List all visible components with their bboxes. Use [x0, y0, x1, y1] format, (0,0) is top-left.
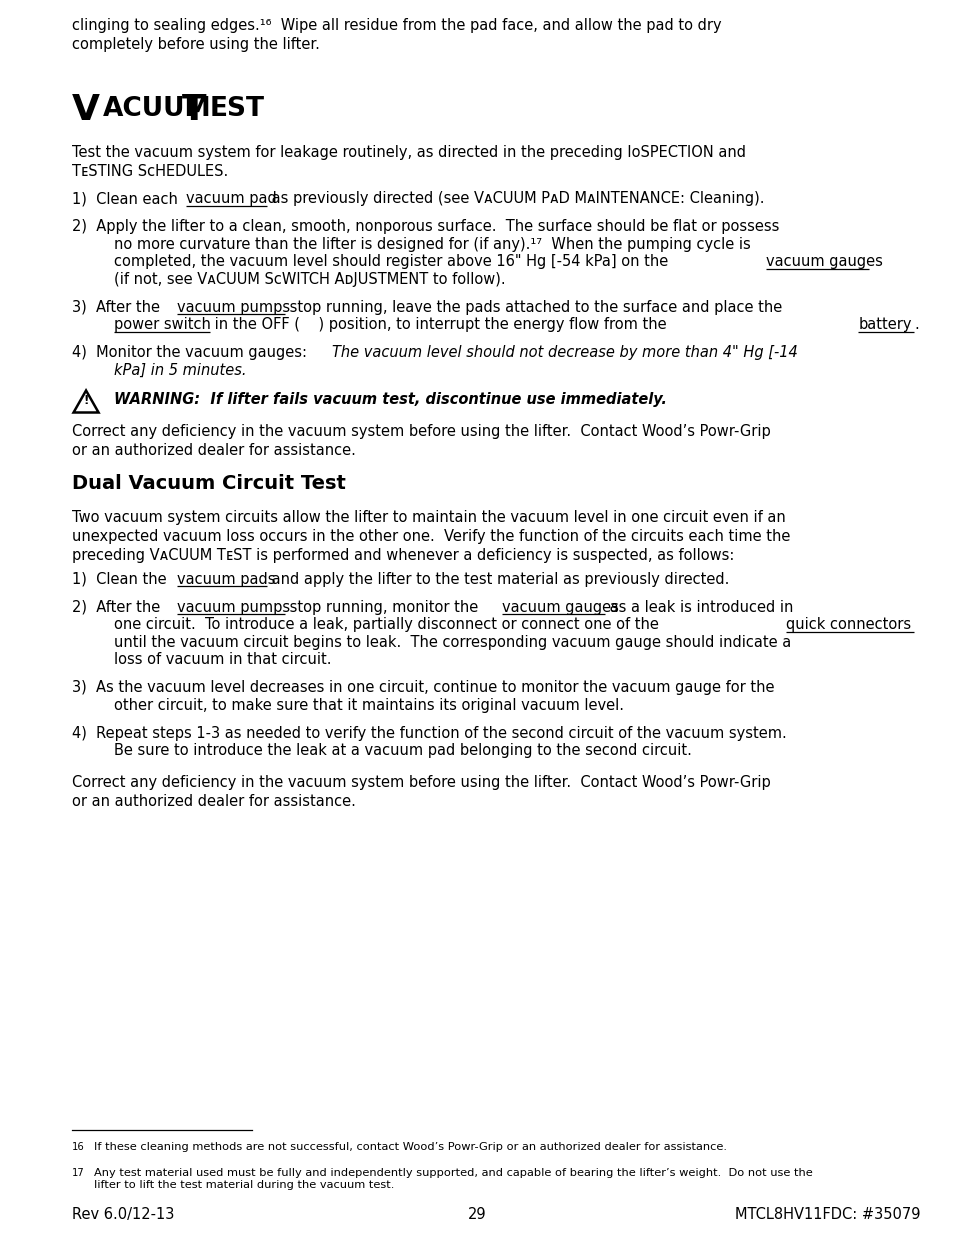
Text: T: T: [181, 93, 206, 127]
Text: vacuum gauges: vacuum gauges: [501, 599, 618, 615]
Text: 4)  Repeat steps 1-3 as needed to verify the function of the second circuit of t: 4) Repeat steps 1-3 as needed to verify …: [71, 725, 785, 741]
Text: vacuum gauges: vacuum gauges: [765, 254, 882, 269]
Text: WARNING:  If lifter fails vacuum test, discontinue use immediately.: WARNING: If lifter fails vacuum test, di…: [113, 391, 666, 408]
Text: The vacuum level should not decrease by more than 4" Hg [-14: The vacuum level should not decrease by …: [332, 345, 797, 359]
Text: one circuit.  To introduce a leak, partially disconnect or connect one of the: one circuit. To introduce a leak, partia…: [114, 618, 663, 632]
Text: Any test material used must be fully and independently supported, and capable of: Any test material used must be fully and…: [93, 1168, 811, 1191]
Text: 29: 29: [467, 1207, 486, 1221]
Text: 17: 17: [71, 1168, 84, 1178]
Text: loss of vacuum in that circuit.: loss of vacuum in that circuit.: [114, 652, 332, 667]
Text: Correct any deficiency in the vacuum system before using the lifter.  Contact Wo: Correct any deficiency in the vacuum sys…: [71, 776, 769, 809]
Text: quick connectors: quick connectors: [785, 618, 911, 632]
Text: V: V: [71, 93, 99, 127]
Text: 4)  Monitor the vacuum gauges:: 4) Monitor the vacuum gauges:: [71, 345, 315, 359]
Text: in the OFF (    ) position, to interrupt the energy flow from the: in the OFF ( ) position, to interrupt th…: [211, 317, 671, 332]
Text: stop running, monitor the: stop running, monitor the: [284, 599, 482, 615]
Text: Two vacuum system circuits allow the lifter to maintain the vacuum level in one : Two vacuum system circuits allow the lif…: [71, 510, 789, 563]
Text: Be sure to introduce the leak at a vacuum pad belonging to the second circuit.: Be sure to introduce the leak at a vacuu…: [114, 743, 692, 758]
Text: 16: 16: [71, 1142, 84, 1152]
Text: 3)  After the: 3) After the: [71, 300, 164, 315]
Text: 2)  Apply the lifter to a clean, smooth, nonporous surface.  The surface should : 2) Apply the lifter to a clean, smooth, …: [71, 219, 778, 233]
Text: vacuum pumps: vacuum pumps: [176, 599, 290, 615]
Text: 1)  Clean the: 1) Clean the: [71, 572, 171, 587]
Text: Correct any deficiency in the vacuum system before using the lifter.  Contact Wo: Correct any deficiency in the vacuum sys…: [71, 424, 769, 458]
Text: EST: EST: [210, 96, 264, 122]
Text: as previously directed (see VᴀCUUM PᴀD MᴀINTENANCE: Cleaning).: as previously directed (see VᴀCUUM PᴀD M…: [266, 191, 763, 206]
Text: vacuum pads: vacuum pads: [176, 572, 274, 587]
Text: clinging to sealing edges.¹⁶  Wipe all residue from the pad face, and allow the : clinging to sealing edges.¹⁶ Wipe all re…: [71, 19, 720, 52]
Text: ACUUM: ACUUM: [102, 96, 211, 122]
Text: stop running, leave the pads attached to the surface and place the: stop running, leave the pads attached to…: [284, 300, 781, 315]
Text: as a leak is introduced in: as a leak is introduced in: [604, 599, 792, 615]
Text: 3)  As the vacuum level decreases in one circuit, continue to monitor the vacuum: 3) As the vacuum level decreases in one …: [71, 680, 773, 695]
Text: until the vacuum circuit begins to leak.  The corresponding vacuum gauge should : until the vacuum circuit begins to leak.…: [114, 635, 791, 650]
Text: kPa] in 5 minutes.: kPa] in 5 minutes.: [114, 363, 247, 378]
Text: no more curvature than the lifter is designed for (if any).¹⁷  When the pumping : no more curvature than the lifter is des…: [114, 236, 750, 252]
Text: 1)  Clean each: 1) Clean each: [71, 191, 182, 206]
Text: and apply the lifter to the test material as previously directed.: and apply the lifter to the test materia…: [266, 572, 728, 587]
Text: completed, the vacuum level should register above 16" Hg [-54 kPa] on the: completed, the vacuum level should regis…: [114, 254, 673, 269]
Text: vacuum pumps: vacuum pumps: [176, 300, 290, 315]
Text: 2)  After the: 2) After the: [71, 599, 164, 615]
Text: If these cleaning methods are not successful, contact Wood’s Powr-Grip or an aut: If these cleaning methods are not succes…: [93, 1142, 726, 1152]
Text: Test the vacuum system for leakage routinely, as directed in the preceding IᴏSPE: Test the vacuum system for leakage routi…: [71, 144, 744, 179]
Text: MTCL8HV11FDC: #35079: MTCL8HV11FDC: #35079: [735, 1207, 920, 1221]
Text: Dual Vacuum Circuit Test: Dual Vacuum Circuit Test: [71, 473, 345, 493]
Text: battery: battery: [858, 317, 911, 332]
Text: !: !: [83, 394, 89, 408]
Text: Rev 6.0/12-13: Rev 6.0/12-13: [71, 1207, 173, 1221]
Text: other circuit, to make sure that it maintains its original vacuum level.: other circuit, to make sure that it main…: [114, 698, 624, 713]
Text: (if not, see VᴀCUUM SᴄWITCH AᴅJUSTMENT to follow).: (if not, see VᴀCUUM SᴄWITCH AᴅJUSTMENT t…: [114, 272, 506, 287]
Text: .: .: [914, 317, 919, 332]
Text: power switch: power switch: [114, 317, 212, 332]
Text: vacuum pad: vacuum pad: [185, 191, 276, 206]
